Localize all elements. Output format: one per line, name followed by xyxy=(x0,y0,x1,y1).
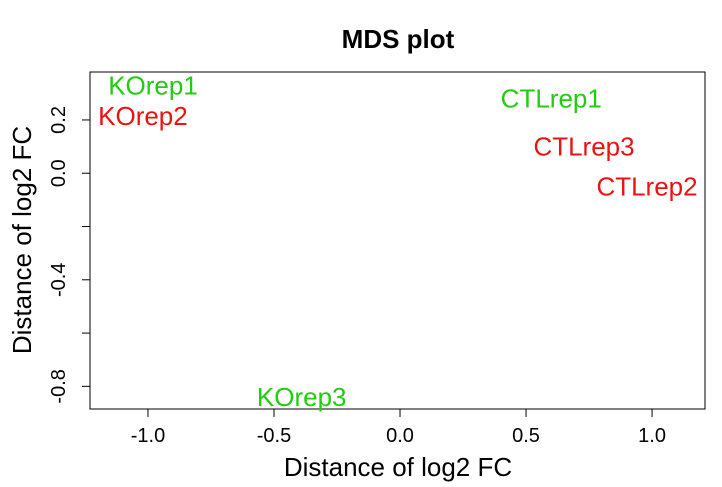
point-label-korep3: KOrep3 xyxy=(257,382,347,412)
y-axis: -0.8 -0.4 0.0 0.2 xyxy=(48,106,90,404)
x-tick-label: 0.0 xyxy=(386,425,414,447)
point-label-korep2: KOrep2 xyxy=(98,101,188,131)
y-tick-label: 0.0 xyxy=(48,159,70,187)
point-label-ctlrep1: CTLrep1 xyxy=(501,84,602,114)
x-axis-title: Distance of log2 FC xyxy=(284,452,512,482)
x-tick-label: 0.5 xyxy=(512,425,540,447)
chart-title: MDS plot xyxy=(342,24,455,54)
x-tick-label: -0.5 xyxy=(257,425,291,447)
y-tick-label: -0.4 xyxy=(48,263,70,297)
x-tick-label: -1.0 xyxy=(131,425,165,447)
y-tick-label: -0.8 xyxy=(48,369,70,403)
point-label-ctlrep3: CTLrep3 xyxy=(533,132,634,162)
x-tick-label: 1.0 xyxy=(638,425,666,447)
y-tick-label: 0.2 xyxy=(48,106,70,134)
x-axis: -1.0 -0.5 0.0 0.5 1.0 xyxy=(131,409,666,447)
y-axis-title: Distance of log2 FC xyxy=(7,126,37,354)
plot-frame xyxy=(89,71,706,410)
point-label-korep1: KOrep1 xyxy=(108,70,198,100)
point-label-ctlrep2: CTLrep2 xyxy=(596,172,697,202)
